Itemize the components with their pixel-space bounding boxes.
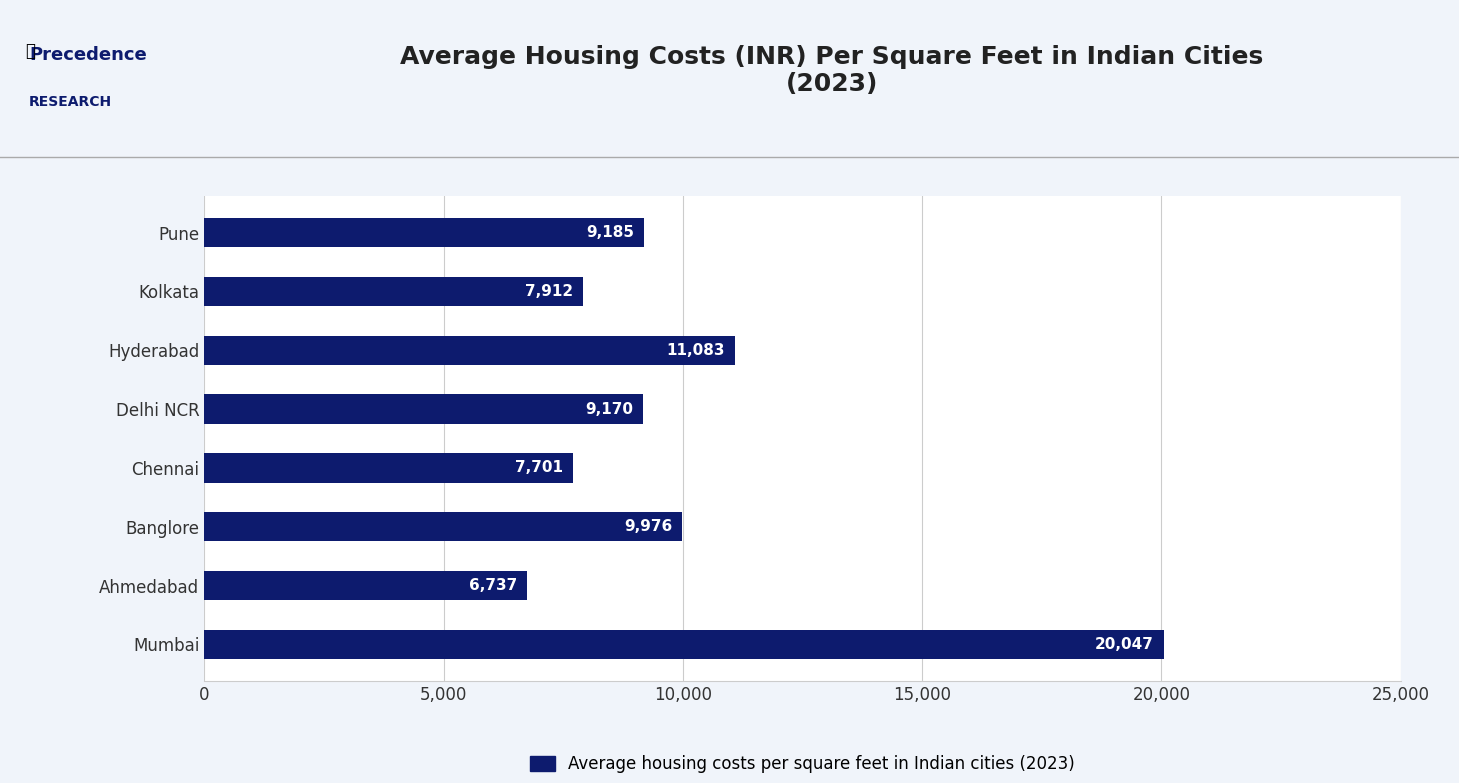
Bar xyxy=(204,453,573,482)
Text: 9,976: 9,976 xyxy=(624,519,673,534)
Text: 9,185: 9,185 xyxy=(587,225,635,240)
Text: 6,737: 6,737 xyxy=(468,578,516,593)
Text: 9,170: 9,170 xyxy=(585,402,633,417)
Text: 7,912: 7,912 xyxy=(525,284,573,299)
Text: RESEARCH: RESEARCH xyxy=(29,95,112,109)
Text: 11,083: 11,083 xyxy=(667,343,725,358)
Bar xyxy=(204,218,643,247)
Bar xyxy=(204,571,527,601)
Text: Precedence: Precedence xyxy=(29,46,147,63)
Text: 🌐: 🌐 xyxy=(25,42,35,60)
Legend: Average housing costs per square feet in Indian cities (2023): Average housing costs per square feet in… xyxy=(524,749,1081,780)
Bar xyxy=(204,395,643,424)
Bar xyxy=(204,276,584,306)
Bar xyxy=(204,630,1164,659)
Bar xyxy=(204,335,735,365)
Bar xyxy=(204,512,681,542)
Text: 20,047: 20,047 xyxy=(1096,637,1154,652)
Text: 7,701: 7,701 xyxy=(515,460,563,475)
Text: Average Housing Costs (INR) Per Square Feet in Indian Cities
(2023): Average Housing Costs (INR) Per Square F… xyxy=(400,45,1263,96)
